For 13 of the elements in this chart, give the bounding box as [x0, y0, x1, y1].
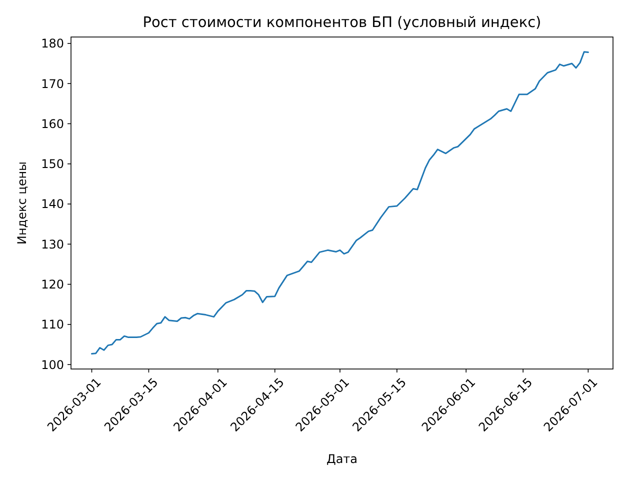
y-tick-label: 150: [41, 157, 64, 172]
y-tick-label: 180: [41, 36, 64, 51]
x-axis-title: Дата: [326, 452, 358, 466]
y-tick-label: 130: [41, 237, 64, 252]
y-tick-label: 160: [41, 116, 64, 131]
chart-title: Рост стоимости компонентов БП (условный индекс): [142, 15, 542, 31]
y-tick-label: 170: [41, 76, 64, 91]
line-series: [91, 51, 589, 354]
y-tick-label: 120: [41, 277, 64, 292]
y-tick-label: 110: [41, 318, 64, 332]
y-tick-label: 140: [41, 197, 64, 212]
y-axis-title: Индекс цены: [15, 161, 29, 245]
y-tick-label: 100: [41, 358, 64, 372]
